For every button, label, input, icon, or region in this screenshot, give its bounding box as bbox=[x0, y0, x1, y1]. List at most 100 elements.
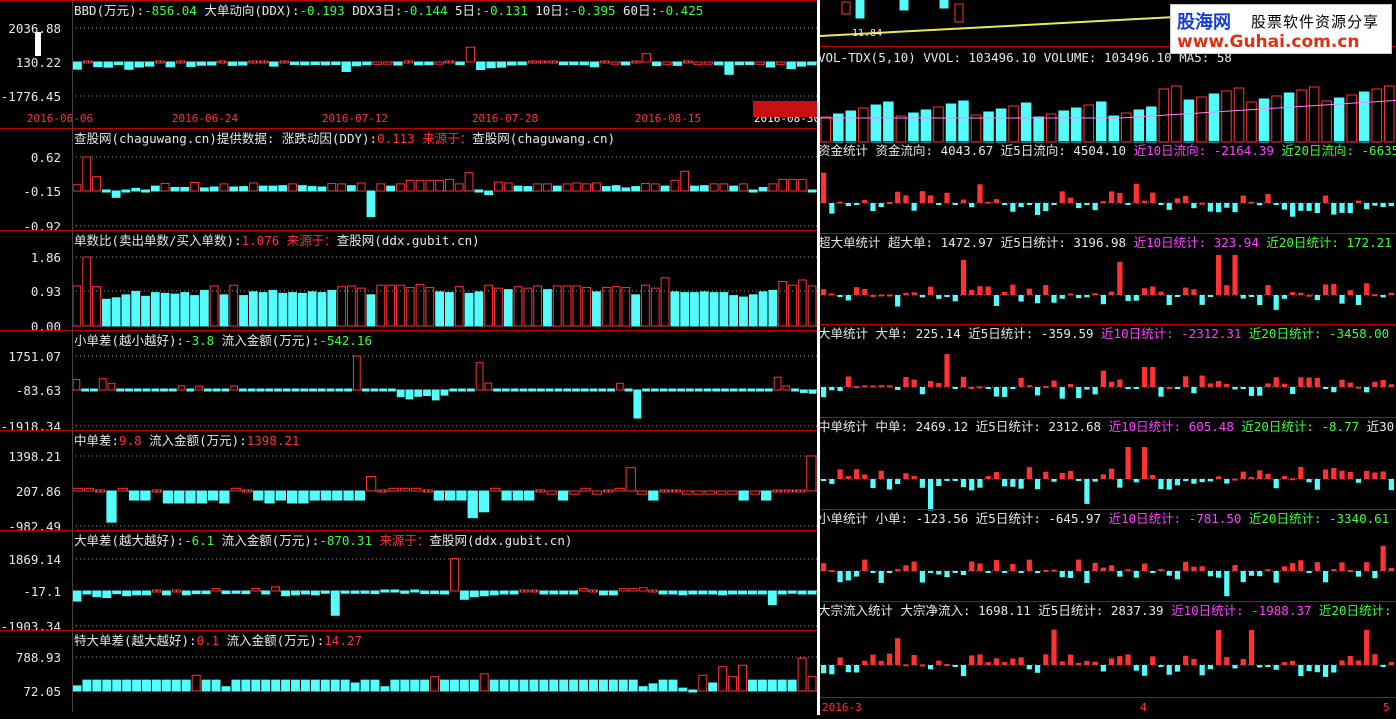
stat-bar bbox=[853, 203, 860, 205]
bar bbox=[151, 679, 161, 692]
bar bbox=[715, 490, 727, 495]
stat-bar bbox=[969, 655, 975, 665]
stat-bar bbox=[1109, 191, 1115, 203]
bar bbox=[291, 590, 300, 596]
stat-bar bbox=[1191, 289, 1197, 295]
bar bbox=[454, 183, 464, 192]
bar bbox=[738, 490, 749, 501]
bar bbox=[559, 679, 569, 692]
bar bbox=[116, 388, 125, 392]
axis-tick-label: -0.92 bbox=[23, 219, 61, 234]
stat-bar bbox=[1388, 203, 1394, 207]
bar bbox=[352, 355, 361, 391]
bar bbox=[569, 490, 580, 495]
stat-bar bbox=[1331, 665, 1337, 673]
bar bbox=[410, 589, 420, 593]
bar bbox=[420, 679, 430, 692]
stat-bar bbox=[837, 295, 843, 297]
bar bbox=[411, 487, 422, 492]
bar bbox=[271, 679, 281, 692]
stat-bar bbox=[1026, 385, 1032, 388]
stat-bar bbox=[1018, 657, 1024, 665]
bar bbox=[703, 61, 714, 65]
bar bbox=[300, 590, 310, 595]
bar bbox=[688, 689, 698, 693]
bar bbox=[300, 388, 309, 392]
stat-bar bbox=[903, 473, 909, 479]
stat-bar bbox=[1290, 660, 1296, 665]
stat-bar bbox=[1290, 387, 1296, 395]
bar bbox=[327, 289, 337, 327]
stat-bar bbox=[821, 479, 827, 481]
stat-bar bbox=[985, 476, 991, 479]
stat-bar bbox=[1281, 383, 1288, 387]
volume-bar bbox=[1321, 100, 1332, 143]
bar bbox=[106, 490, 117, 523]
stat-bar bbox=[1388, 661, 1394, 665]
stat-bar bbox=[1207, 295, 1213, 297]
bar bbox=[718, 590, 728, 596]
stat-bar bbox=[1380, 471, 1386, 479]
stat-bar bbox=[1314, 665, 1320, 673]
bar bbox=[366, 190, 376, 218]
bar bbox=[797, 657, 807, 692]
bar bbox=[610, 61, 620, 65]
bar bbox=[415, 283, 425, 327]
bar bbox=[72, 590, 82, 602]
stat-bar bbox=[1339, 379, 1345, 387]
bar bbox=[300, 679, 310, 692]
stat-bar bbox=[936, 571, 942, 575]
bar bbox=[174, 490, 185, 504]
bar bbox=[92, 286, 101, 327]
stat-bar bbox=[993, 472, 1000, 479]
bar bbox=[688, 590, 698, 595]
stat-bar bbox=[1100, 665, 1106, 672]
stat-bar bbox=[1067, 197, 1074, 203]
bar bbox=[317, 186, 327, 192]
bar bbox=[799, 389, 808, 393]
bar bbox=[490, 487, 501, 492]
bar bbox=[729, 185, 739, 192]
bar bbox=[757, 679, 767, 692]
stat-bar bbox=[1183, 479, 1189, 482]
bar bbox=[572, 388, 580, 392]
bar bbox=[791, 388, 799, 392]
stat-bar bbox=[927, 381, 934, 387]
volume-bar bbox=[1221, 90, 1232, 143]
bar bbox=[258, 185, 268, 192]
stat-bar bbox=[1380, 665, 1386, 667]
stat-bar bbox=[1002, 662, 1008, 665]
bar bbox=[559, 590, 569, 595]
stat-bar bbox=[1355, 571, 1362, 577]
stat-bar bbox=[1372, 203, 1378, 206]
bar bbox=[693, 490, 704, 495]
bar bbox=[310, 679, 320, 692]
axis-tick-label: 130.22 bbox=[16, 55, 61, 70]
stat-bar bbox=[1306, 294, 1312, 297]
bar bbox=[141, 295, 150, 327]
bar bbox=[787, 679, 797, 692]
bar bbox=[552, 185, 562, 192]
stat-bar bbox=[1380, 545, 1386, 571]
bar bbox=[320, 61, 331, 66]
bar bbox=[708, 682, 718, 692]
stat-bar bbox=[960, 571, 967, 576]
stat-bar bbox=[1290, 203, 1296, 217]
stat-bar bbox=[1117, 656, 1123, 665]
axis-tick-label: 788.93 bbox=[16, 650, 61, 665]
bar bbox=[117, 487, 128, 492]
bar bbox=[501, 388, 510, 392]
bar bbox=[177, 385, 186, 391]
bar bbox=[807, 61, 817, 66]
bar bbox=[493, 388, 501, 392]
bar bbox=[546, 490, 557, 495]
bar bbox=[807, 285, 817, 327]
stat-bar bbox=[1076, 559, 1082, 571]
stat-bar bbox=[1141, 200, 1148, 203]
stat-bar bbox=[1314, 562, 1320, 571]
bar bbox=[82, 679, 92, 692]
bar bbox=[134, 61, 144, 68]
stat-bar bbox=[1059, 571, 1065, 578]
stat-bar bbox=[969, 386, 975, 389]
